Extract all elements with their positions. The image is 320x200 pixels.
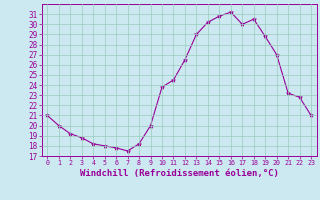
X-axis label: Windchill (Refroidissement éolien,°C): Windchill (Refroidissement éolien,°C) xyxy=(80,169,279,178)
